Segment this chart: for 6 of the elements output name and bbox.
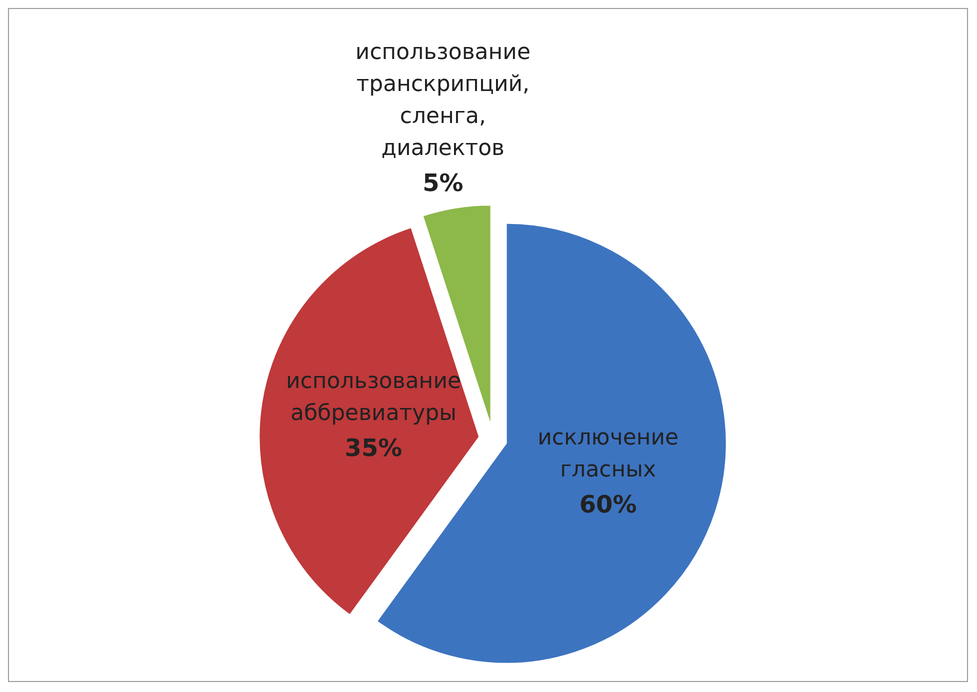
data-label: 60% (579, 490, 637, 518)
data-label: 5% (422, 168, 464, 197)
slice-label: использование аббревиатуры (286, 369, 462, 426)
slice-label: исключение гласных (538, 425, 679, 482)
slice-label: использование транскрипций, сленга, диалектов (355, 40, 530, 161)
data-label: 35% (344, 434, 402, 462)
